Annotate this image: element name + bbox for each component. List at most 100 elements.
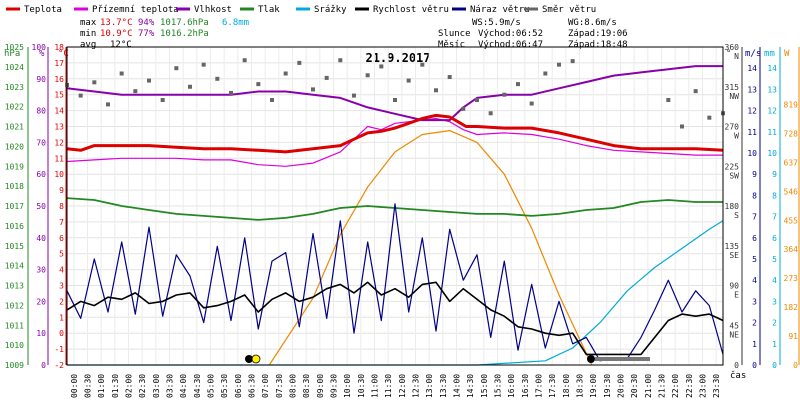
time-tick-label: 02:00	[125, 374, 134, 398]
percent-tick-label: 0	[41, 361, 46, 370]
stats-avg-label: avg	[80, 40, 96, 50]
wind-direction-point	[461, 106, 466, 111]
wind-direction-point	[475, 98, 479, 102]
ms-tick-label: 2	[752, 319, 757, 328]
celsius-tick-label: 11	[54, 154, 64, 163]
legend: Teplota Přízemní teplota Vlhkost Tlak Srážky…	[6, 5, 596, 15]
percent-tick-label: 30	[36, 266, 46, 275]
solar-unit: W	[784, 49, 790, 59]
wind-direction-point	[174, 66, 179, 71]
celsius-tick-label: 13	[54, 123, 64, 132]
time-tick-label: 16:00	[507, 374, 516, 398]
mm-tick-label: 11	[767, 128, 777, 137]
mm-tick-label: 4	[772, 276, 777, 285]
hpa-tick-label: 1016	[5, 222, 24, 231]
ms-tick-label: 4	[752, 276, 757, 285]
celsius-tick-label: 17	[54, 59, 64, 68]
series-line-solar	[268, 130, 593, 366]
mm-tick-label: 12	[767, 107, 777, 116]
hpa-tick-label: 1015	[5, 242, 24, 251]
legend-label: Rychlost větru	[373, 5, 449, 15]
stats-moon-label: Měsíc	[438, 40, 465, 50]
time-tick-label: 00:30	[84, 374, 93, 398]
stats-max-press: 1017.6hPa	[160, 18, 209, 28]
time-tick-label: 12:30	[412, 374, 421, 398]
wind-direction-point	[147, 78, 151, 83]
time-tick-label: 03:00	[152, 374, 161, 398]
wind-direction-point	[557, 62, 561, 67]
percent-tick-label: 20	[36, 297, 46, 306]
time-tick-label: 01:30	[111, 374, 120, 398]
ms-tick-label: 0	[752, 361, 757, 370]
hpa-tick-label: 1023	[5, 83, 24, 92]
hpa-tick-label: 1010	[5, 341, 24, 350]
direction-compass-label: SE	[729, 251, 739, 260]
celsius-tick-label: 1	[59, 313, 64, 322]
percent-tick-label: 60	[36, 170, 46, 179]
celsius-tick-label: 6	[59, 234, 64, 243]
mm-tick-label: 7	[772, 213, 777, 222]
hpa-tick-label: 1011	[5, 321, 24, 330]
hpa-tick-label: 1022	[5, 103, 24, 112]
celsius-tick-label: 3	[59, 282, 64, 291]
celsius-unit: °C	[58, 49, 69, 59]
hpa-tick-label: 1009	[5, 361, 24, 370]
celsius-tick-label: 5	[59, 250, 64, 259]
percent-tick-label: 90	[36, 75, 46, 84]
percent-tick-label: 100	[32, 43, 47, 52]
mm-tick-label: 9	[772, 170, 777, 179]
legend-label: Teplota	[24, 5, 62, 15]
mm-tick-label: 8	[772, 191, 777, 200]
time-tick-label: 16:30	[521, 374, 530, 398]
celsius-tick-label: 2	[59, 297, 64, 306]
time-tick-label: 05:00	[207, 374, 216, 398]
wind-direction-point	[297, 60, 302, 65]
direction-tick-label: 135	[725, 242, 740, 251]
percent-tick-label: 50	[36, 202, 46, 211]
mm-tick-label: 10	[767, 149, 777, 158]
stats-moon-rise: Východ:06:47	[478, 40, 543, 50]
wind-direction-point	[188, 84, 192, 89]
mm-tick-label: 0	[772, 361, 777, 370]
series-line-teplota	[66, 113, 724, 154]
wind-direction-point	[379, 64, 384, 69]
astro-markers	[245, 354, 650, 364]
chart-title: 21.9.2017	[365, 51, 430, 65]
wind-direction-point	[201, 62, 206, 67]
solar-tick-label: 819	[784, 101, 799, 110]
time-tick-label: 12:00	[398, 374, 407, 398]
wind-direction-point	[160, 98, 165, 102]
wind-direction-point	[516, 82, 520, 87]
celsius-tick-label: 10	[54, 170, 64, 179]
wind-direction-point	[447, 75, 452, 80]
solar-tick-label: 546	[784, 187, 799, 196]
mm-unit: mm	[764, 49, 775, 59]
time-tick-label: 23:30	[712, 374, 721, 398]
wind-direction-point	[707, 115, 712, 120]
stats-sun-label: Slunce	[438, 29, 471, 39]
celsius-tick-label: 15	[54, 91, 64, 100]
percent-unit: %	[39, 49, 45, 59]
mm-tick-label: 3	[772, 297, 777, 306]
wind-direction-point	[92, 80, 97, 85]
hpa-tick-label: 1018	[5, 182, 24, 191]
time-tick-label: 20:00	[617, 374, 626, 398]
stats-max-rain: 6.8mm	[222, 18, 249, 28]
celsius-tick-label: 7	[59, 218, 64, 227]
stats-max-hum: 94%	[138, 18, 155, 28]
direction-compass-label: NE	[729, 330, 739, 339]
direction-compass-label: S	[734, 211, 739, 220]
legend-label: Srážky	[314, 5, 347, 15]
solar-tick-label: 0	[793, 361, 798, 370]
direction-compass-label: N	[734, 52, 739, 61]
time-tick-label: 06:00	[234, 374, 243, 398]
grid-group	[67, 46, 723, 366]
wind-direction-point	[693, 89, 698, 94]
celsius-tick-label: 14	[54, 107, 64, 116]
stats-min-hum: 77%	[138, 29, 155, 39]
ms-tick-label: 10	[747, 149, 757, 158]
stats-min-temp: 10.9°C	[100, 29, 133, 39]
ms-tick-label: 13	[747, 85, 757, 94]
series-line-p-zemn-teplota	[66, 117, 723, 167]
time-tick-label: 10:00	[343, 374, 352, 398]
